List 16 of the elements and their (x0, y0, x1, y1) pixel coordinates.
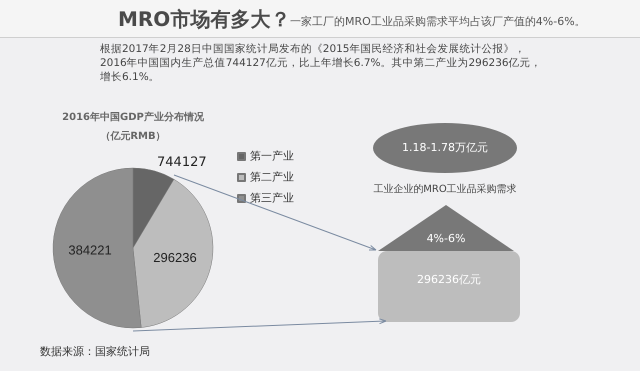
text: （亿元RMB） (99, 130, 167, 143)
text: 2016年中国GDP产业分布情况 (61, 110, 205, 124)
text: 744127 (157, 155, 207, 170)
legend-label: 第一产业 (250, 150, 294, 162)
text: 工业企业的MRO工业品采购需求 (372, 182, 518, 196)
text: 296236亿元 (416, 272, 482, 287)
legend-label: 第三产业 (250, 192, 294, 204)
source-note: 数据来源：国家统计局 (40, 344, 150, 359)
text: 4%-6% (426, 232, 466, 245)
text: 根据2017年2月28日中国国家统计局发布的《2015年国民经济和社会发展统计公报》，2016年中国国内生产总值744127亿元，比上年增长6.7%。其中第二产业为296236亿元，增长6.1%。 (100, 42, 543, 84)
chart-title: MRO市场有多大？ (118, 6, 290, 33)
data-label: 296236 (153, 250, 197, 265)
legend-label: 第二产业 (250, 170, 294, 184)
text: 一家工厂的MRO工业品采购需求平均占该厂产值的4%-6%。 (290, 14, 586, 29)
data-label: 384221 (68, 242, 112, 258)
text: 1.18-1.78万亿元 (401, 140, 489, 155)
